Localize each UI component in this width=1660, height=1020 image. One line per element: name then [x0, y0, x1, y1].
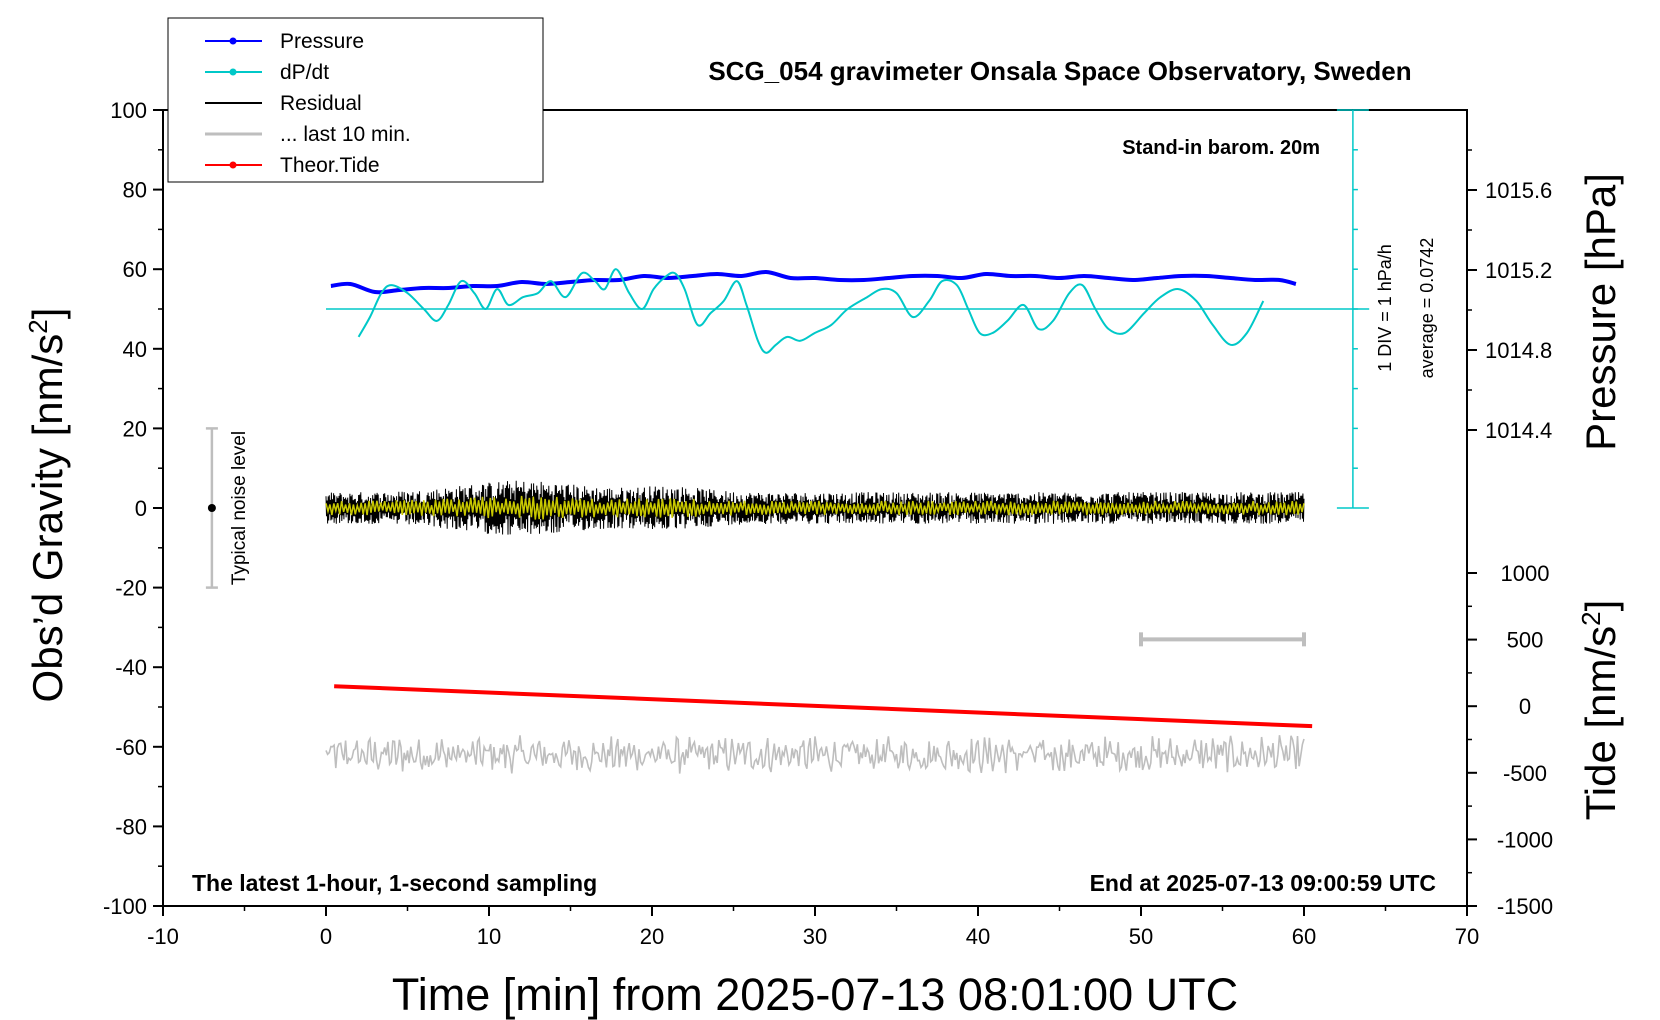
chart-title: SCG_054 gravimeter Onsala Space Observat…	[708, 56, 1411, 86]
legend-label: Pressure	[280, 30, 364, 53]
x-tick-label: 30	[803, 924, 827, 949]
x-tick-label: 70	[1455, 924, 1479, 949]
y-left-tick-label: 100	[110, 98, 147, 123]
x-tick-label: 10	[477, 924, 501, 949]
barometer-note: Stand-in barom. 20m	[1122, 137, 1320, 159]
x-tick-label: -10	[147, 924, 179, 949]
residual-trace	[325, 480, 1305, 535]
noise-label: Typical noise level	[229, 431, 250, 585]
y-left-tick-label: 60	[123, 257, 147, 282]
dpdt-div-label: 1 DIV = 1 hPa/h	[1375, 244, 1395, 372]
y-tide-tick-label: 0	[1519, 694, 1531, 719]
y-left-tick-label: 80	[123, 178, 147, 203]
y-left-axis-title: Obs’d Gravity [nm/s2]	[23, 308, 71, 703]
y-tide-tick-label: 1000	[1501, 561, 1550, 586]
tide-line	[334, 684, 1313, 729]
y-left-tick-label: 40	[123, 337, 147, 362]
tide-title-text: Tide [nm/s	[1577, 626, 1624, 821]
y-tide-tick-label: -1500	[1497, 894, 1553, 919]
footer-left: The latest 1-hour, 1-second sampling	[192, 870, 597, 896]
legend-marker	[229, 37, 237, 45]
residual-filtered-trace	[325, 495, 1305, 520]
x-tick-label: 60	[1292, 924, 1316, 949]
noise-bar-dot	[207, 504, 216, 512]
axis-ticks: -10 0 10 20 30 40 50 60 70100806040200-20-40-60-…	[103, 98, 1553, 949]
footer-right: End at 2025-07-13 09:00:59 UTC	[1090, 870, 1436, 896]
legend-marker	[229, 161, 237, 169]
y-left-tick-label: 0	[135, 496, 147, 521]
y-left-tick-label: -80	[115, 814, 147, 839]
y-left-tick-label: -20	[115, 576, 147, 601]
y-tide-tick-label: -1000	[1497, 827, 1553, 852]
y-pressure-tick-label: 1015.6	[1485, 178, 1552, 203]
legend: Pressure dP/dt Residual ... last 10 min. The…	[167, 17, 544, 183]
x-tick-label: 50	[1129, 924, 1153, 949]
y-left-tick-label: -40	[115, 655, 147, 680]
y-right-pressure-title: Pressure [hPa]	[1577, 173, 1624, 451]
tide-title-end: ]	[1577, 600, 1624, 612]
y-left-tick-label: -60	[115, 735, 147, 760]
y-left-title-sup: 2	[23, 319, 53, 333]
legend-label: Residual	[280, 92, 362, 115]
legend-label: ... last 10 min.	[280, 123, 411, 146]
dpdt-average-label: average = 0.0742	[1417, 238, 1437, 379]
y-left-title-end: ]	[24, 308, 71, 320]
y-tide-tick-label: 500	[1507, 628, 1544, 653]
y-right-tide-title: Tide [nm/s2]	[1576, 600, 1624, 821]
x-tick-label: 20	[640, 924, 664, 949]
last10-trace	[325, 735, 1305, 774]
y-pressure-tick-label: 1014.4	[1485, 418, 1552, 443]
y-tide-tick-label: -500	[1503, 761, 1547, 786]
legend-label: Theor.Tide	[280, 154, 380, 177]
legend-label: dP/dt	[280, 61, 329, 84]
x-axis-title: Time [min] from 2025-07-13 08:01:00 UTC	[392, 969, 1238, 1020]
x-tick-label: 40	[966, 924, 990, 949]
legend-marker	[229, 68, 237, 76]
y-left-tick-label: 20	[123, 416, 147, 441]
legend-box	[167, 17, 544, 183]
y-pressure-tick-label: 1014.8	[1485, 338, 1552, 363]
y-pressure-tick-label: 1015.2	[1485, 258, 1552, 283]
x-tick-label: 0	[320, 924, 332, 949]
y-left-tick-label: -100	[103, 894, 147, 919]
series-layer	[205, 109, 1370, 774]
dpdt-line	[357, 268, 1265, 354]
pressure-line	[330, 269, 1297, 295]
y-left-title-text: Obs’d Gravity [nm/s	[24, 334, 71, 703]
tide-title-sup: 2	[1576, 611, 1606, 625]
